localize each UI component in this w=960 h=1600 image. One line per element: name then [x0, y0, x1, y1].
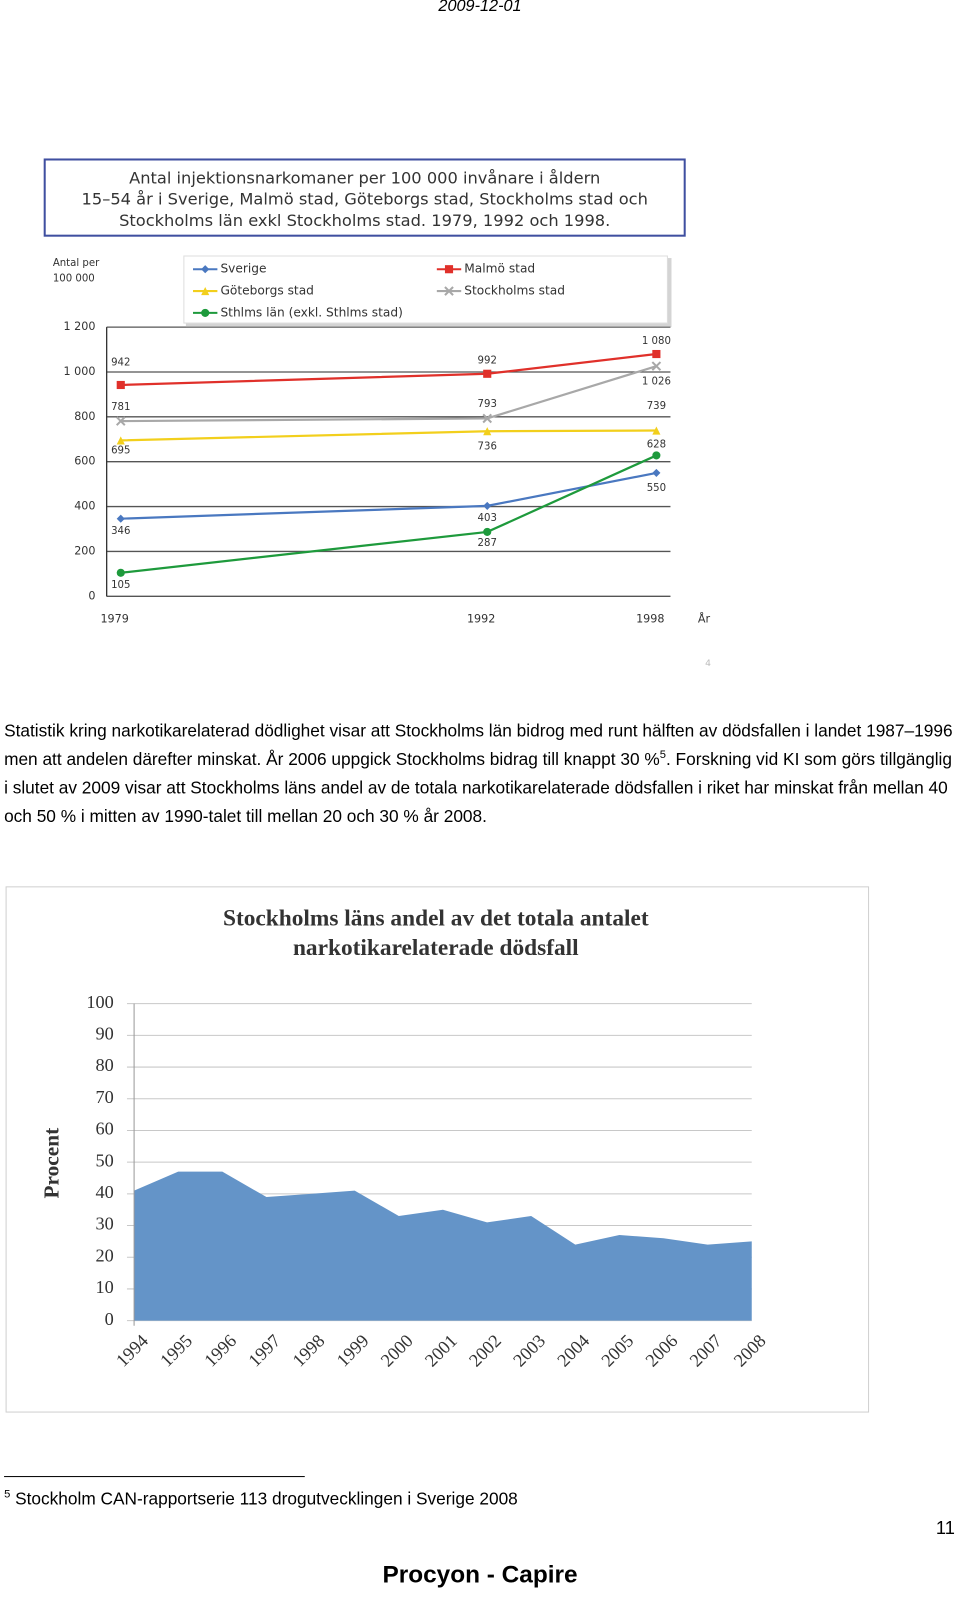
marker [444, 286, 454, 296]
x-tick-label: 1979 [100, 613, 128, 626]
series-line [120, 429, 657, 442]
marker [482, 413, 493, 424]
y-axis-label: Procent [40, 1127, 64, 1199]
y-axis-label: 100 000 [53, 273, 95, 284]
y-tick-label: 40 [96, 1182, 114, 1202]
legend-label: Sthlms län (exkl. Sthlms stad) [220, 305, 402, 319]
marker [116, 568, 125, 577]
legend: Sverige Malmö stad Göteborgs stad Stockholm… [183, 255, 672, 328]
y-tick-label: 50 [96, 1150, 114, 1170]
marker [116, 436, 125, 445]
page-number: 11 [935, 1517, 955, 1539]
y-tick-label: 800 [74, 410, 95, 423]
data-label: 403 [478, 513, 497, 524]
footnote: 5 Stockholm CAN-rapportserie 113 drogutv… [4, 1489, 518, 1509]
footnote-ref: 5 [659, 749, 666, 762]
marker [652, 468, 661, 477]
chart-title: 15–54 år i Sverige, Malmö stad, Göteborg… [82, 190, 648, 209]
y-tick-label: 30 [96, 1214, 114, 1234]
chart-title: narkotikarelaterade dödsfall [293, 935, 579, 961]
marker [201, 265, 210, 274]
y-tick-label: 90 [96, 1024, 114, 1044]
paragraph: Statistik kring narkotikarelaterad dödli… [4, 717, 959, 831]
paragraph-text: . Forskning vid KI som görs tillgänglig … [4, 749, 952, 826]
data-label: 942 [111, 358, 130, 369]
footer: Procyon - Capire [382, 1561, 578, 1589]
y-tick-label: 80 [96, 1055, 114, 1075]
marker [201, 286, 210, 296]
y-tick-label: 1 200 [64, 320, 96, 333]
data-label: 628 [647, 439, 666, 450]
data-label: 105 [111, 580, 130, 591]
marker [483, 369, 492, 378]
chart-injection: Antal injektionsnarkomaner per 100 000 i… [43, 158, 711, 669]
marker [483, 527, 492, 536]
y-tick-label: 0 [105, 1309, 114, 1329]
y-tick-label: 1 000 [64, 365, 96, 378]
y-tick-label: 0 [88, 589, 95, 602]
marker [116, 514, 125, 523]
x-axis-label: År [698, 613, 711, 626]
chart-title: Stockholms län exkl Stockholms stad. 197… [119, 211, 610, 230]
y-tick-label: 100 [86, 992, 113, 1012]
series-line [120, 365, 657, 423]
x-tick-label: 1998 [636, 613, 664, 626]
chart-frame [5, 886, 870, 1413]
marker [115, 416, 126, 426]
data-label: 739 [647, 401, 666, 412]
legend-box [183, 255, 668, 324]
series-line [120, 352, 657, 387]
legend-label: Stockholms stad [464, 284, 565, 298]
data-label: 346 [111, 526, 130, 537]
footnote-number: 5 [4, 1488, 11, 1501]
y-tick-label: 600 [74, 455, 95, 468]
y-tick-label: 20 [96, 1245, 114, 1265]
marker [201, 308, 210, 317]
annotation: 4 [705, 659, 711, 669]
data-label: 550 [647, 483, 666, 494]
series-line [120, 454, 657, 574]
marker [652, 426, 661, 435]
header-date: 2009-12-01 [438, 0, 522, 16]
legend-label: Göteborgs stad [220, 284, 313, 298]
footnote-text: Stockholm CAN-rapportserie 113 drogutvec… [15, 1489, 518, 1509]
y-tick-label: 200 [74, 544, 95, 557]
data-label: 287 [478, 538, 497, 549]
chart-title: Antal injektionsnarkomaner per 100 000 i… [129, 168, 600, 187]
footnote-rule [4, 1476, 305, 1478]
paragraph-text: Statistik kring narkotikarelaterad dödli… [4, 721, 953, 770]
data-label: 1 026 [642, 376, 671, 387]
chart-share: Stockholms läns andel av det totala anta… [5, 886, 870, 1413]
data-label: 695 [111, 446, 130, 457]
y-tick-label: 60 [96, 1119, 114, 1139]
marker [444, 265, 454, 274]
y-axis-label: Antal per [53, 258, 100, 269]
data-label: 992 [478, 356, 497, 367]
y-tick-label: 70 [96, 1087, 114, 1107]
marker [652, 349, 661, 359]
marker [483, 501, 492, 510]
chart-title: Stockholms läns andel av det totala anta… [223, 906, 649, 932]
y-tick-label: 400 [74, 500, 95, 513]
y-tick-label: 10 [96, 1277, 114, 1297]
marker [652, 451, 661, 460]
marker [651, 361, 662, 371]
legend-label: Malmö stad [464, 262, 535, 276]
data-label: 781 [111, 402, 130, 413]
title-box [43, 158, 686, 237]
series-line [120, 471, 657, 520]
area [134, 1171, 752, 1321]
data-label: 793 [478, 399, 497, 410]
x-tick-label: 1992 [467, 613, 495, 626]
data-label: 1 080 [642, 336, 671, 347]
marker [483, 427, 492, 436]
data-label: 736 [478, 441, 497, 452]
legend-label: Sverige [220, 262, 266, 276]
marker [116, 380, 125, 390]
